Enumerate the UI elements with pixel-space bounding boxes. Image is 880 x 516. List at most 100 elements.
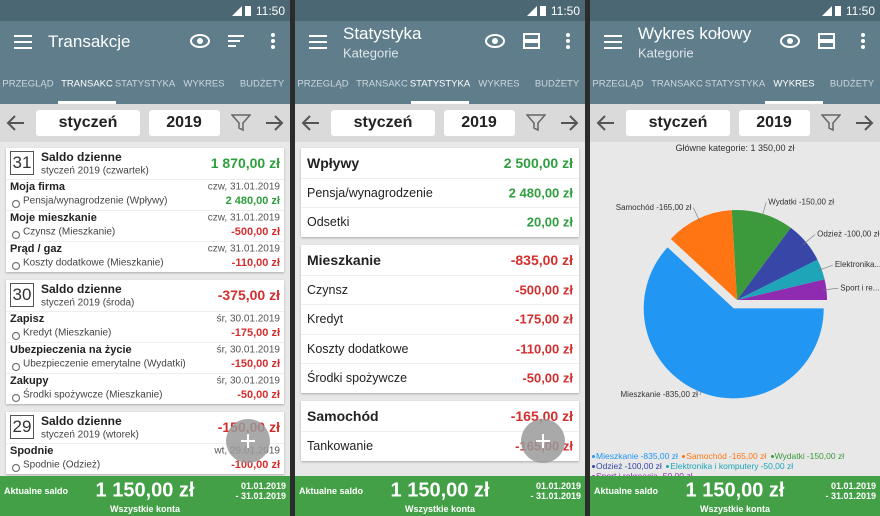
tab[interactable]: PRZEGLĄD [592,78,644,90]
day-amount: 1 870,00 zł [210,155,280,171]
menu-button[interactable] [309,35,327,49]
screen: 11:50 Wykres kołowy Kategorie PRZEGLĄD TRANS… [590,0,880,516]
tab[interactable]: TRANSAKC [651,78,703,90]
divider [301,363,579,364]
divider [6,179,284,180]
repeat-icon [11,227,21,240]
day-date: styczeń 2019 (środa) [41,297,135,309]
pie-chart: Sport i re... Elektronika... Odzież -100,0… [616,197,880,399]
legend-value: -165,00 zł [728,451,767,461]
accounts-label: Wszystkie konta [109,504,181,514]
balance-footer: Aktualne saldo 1 150,00 zł 01.01.2019- 31.… [0,476,290,516]
transaction-date: czw, 31.01.2019 [207,212,280,224]
legend-item: Odzież -100,00 zł [592,461,662,471]
eye-button[interactable] [780,33,800,49]
legend-value: -100,00 zł [624,461,662,471]
eye-button[interactable] [190,33,210,49]
group-name: Wpływy [307,155,360,171]
legend-item: Wydatki -150,00 zł [770,451,844,461]
divider [6,210,284,211]
tab[interactable]: PRZEGLĄD [297,78,349,90]
chart-title: Główne kategorie: 1 350,00 zł [675,143,795,153]
month: styczeń [58,114,118,131]
month-picker[interactable]: styczeń [331,110,435,136]
month-picker[interactable]: styczeń [36,110,140,136]
next-button[interactable] [264,114,284,132]
menu-button[interactable] [14,35,32,49]
filter-button[interactable] [230,114,252,132]
date-from: 01.01.2019 [830,481,876,491]
tab[interactable]: BUDŻETY [239,78,285,90]
repeat-icon [11,258,21,271]
more-button[interactable] [860,33,866,49]
signal-icons [230,4,254,17]
tab[interactable]: WYKRES [773,78,815,90]
eye-button[interactable] [485,33,505,49]
view-button[interactable] [818,33,836,49]
next-button[interactable] [559,114,579,132]
prev-button[interactable] [6,114,26,132]
view-button[interactable] [228,33,246,49]
add-button[interactable] [520,418,566,464]
balance-footer: Aktualne saldo 1 150,00 zł 01.01.2019- 31.… [295,476,585,516]
tab[interactable]: STATYSTYKA [409,78,471,90]
menu-button[interactable] [604,35,622,49]
leader-line [761,202,767,218]
tab[interactable]: PRZEGLĄD [2,78,54,90]
transaction-name: Ubezpieczenia na życie [10,344,132,356]
year-picker[interactable]: 2019 [444,110,515,136]
add-button[interactable] [225,418,271,464]
item-amount: -110,00 zł [515,341,573,356]
transaction-category: Czynsz (Mieszkanie) [23,226,116,238]
slice-label: Samochód -165,00 zł [616,203,692,212]
more-button[interactable] [565,33,571,49]
transaction-amount: -500,00 zł [231,226,280,238]
tab[interactable]: BUDŻETY [534,78,580,90]
category-card: Wpływy 2 500,00 zł Pensja/wynagrodzenie 2 4… [301,148,579,237]
transaction-category: Koszty dodatkowe (Mieszkanie) [23,257,164,269]
date-from: 01.01.2019 [535,481,581,491]
item-amount: -50,00 zł [522,370,573,386]
more-button[interactable] [270,33,276,49]
transaction-amount: -110,00 zł [231,257,280,269]
status-time: 11:50 [845,4,875,18]
app-bar: Transakcje [0,21,290,63]
year: 2019 [461,114,497,131]
item-amount: -175,00 zł [515,311,573,327]
year-picker[interactable]: 2019 [739,110,810,136]
status-bar: 11:50 [295,0,585,21]
balance-amount: 1 150,00 zł [685,479,785,502]
month-picker[interactable]: styczeń [626,110,730,136]
next-button[interactable] [854,114,874,132]
balance-label: Aktualne saldo [594,486,659,496]
legend-value: -50,00 zł [760,461,794,471]
tab-indicator [765,101,823,104]
date-from: 01.01.2019 [240,481,286,491]
tab[interactable]: TRANSAKC [356,78,408,90]
filter-button[interactable] [525,114,547,132]
tab[interactable]: STATYSTYKA [114,78,176,90]
legend-item: Elektronika i komputery -50,00 zł [666,461,793,471]
prev-button[interactable] [596,114,616,132]
repeat-icon [11,390,21,403]
view-button[interactable] [523,33,541,49]
day-label: Saldo dzienne [41,414,122,428]
pie-slice [731,210,791,300]
year-picker[interactable]: 2019 [149,110,220,136]
tab[interactable]: WYKRES [183,78,225,90]
legend-dot [592,455,595,459]
tab[interactable]: WYKRES [478,78,520,90]
divider [6,241,284,242]
transaction-name: Zakupy [10,375,49,387]
tab[interactable]: STATYSTYKA [704,78,766,90]
divider [6,373,284,374]
pie-slice [670,210,737,300]
divider [6,311,284,312]
prev-button[interactable] [301,114,321,132]
slice-label: Sport i re... [840,283,879,292]
transaction-date: śr, 30.01.2019 [216,344,280,356]
day-card: 30 Saldo dzienne styczeń 2019 (środa) -375,… [6,280,284,404]
tab[interactable]: TRANSAKC [61,78,113,90]
filter-button[interactable] [820,114,842,132]
tab[interactable]: BUDŻETY [829,78,875,90]
